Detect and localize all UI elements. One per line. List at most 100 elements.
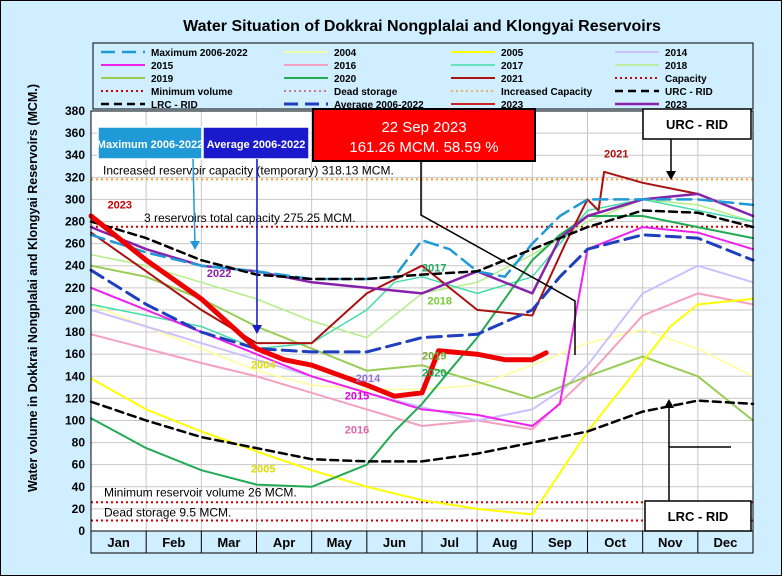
series-line — [89, 192, 755, 295]
y-tick-label: 220 — [65, 281, 85, 295]
legend-label: 2014 — [665, 48, 688, 59]
x-tick-label: Jan — [107, 535, 129, 550]
series-label: 2014 — [356, 373, 381, 385]
y-tick-label: 60 — [72, 458, 86, 472]
series-line — [89, 209, 755, 281]
series-line — [90, 297, 754, 516]
x-tick-label: Jul — [440, 535, 459, 550]
maximum-callout-pointer — [192, 158, 196, 248]
maximum-callout-arrowhead — [190, 241, 200, 250]
legend-label: Maximum 2006-2022 — [151, 48, 248, 59]
series-label: 2015 — [345, 390, 369, 402]
maximum-callout-box — [97, 126, 203, 160]
y-tick-label: 200 — [65, 303, 85, 317]
legend-label: Dead storage — [334, 87, 398, 98]
lrc-callout-arrowhead — [664, 399, 674, 408]
y-tick-label: 300 — [65, 192, 85, 206]
series-label: 2018 — [428, 295, 452, 307]
series-line — [90, 292, 754, 431]
series-lines — [88, 170, 755, 516]
y-tick-label: 80 — [72, 436, 86, 450]
y-tick-label: 320 — [65, 170, 85, 184]
current-value-pointer — [420, 161, 576, 355]
y-tick-label: 40 — [72, 480, 86, 494]
maximum-callout-label: Maximum 2006-2022 — [97, 139, 203, 151]
current-value-label: 161.26 MCM. 58.59 % — [349, 139, 498, 156]
legend: Maximum 2006-2022 2004 2005 2014 2015 2016 201… — [92, 42, 754, 111]
average-callout-box — [202, 126, 310, 160]
series-label: 2019 — [422, 351, 446, 363]
urc-callout-arrowhead — [666, 171, 676, 180]
series-label: 2021 — [604, 148, 628, 160]
y-tick-label: 140 — [65, 369, 85, 383]
axes: 0 20 40 60 80 100 120 140 160 180 200 220 240 260 280 3… — [65, 104, 754, 554]
y-tick-label: 260 — [65, 237, 85, 251]
legend-label: 2023 — [501, 100, 524, 111]
y-tick-label: 180 — [65, 325, 85, 339]
average-callout-label: Average 2006-2022 — [207, 139, 306, 151]
y-tick-label: 120 — [65, 391, 85, 405]
reference-label: Minimum reservoir volume 26 MCM. — [104, 485, 297, 499]
x-tick-label: May — [327, 535, 353, 550]
x-tick-label: Mar — [217, 535, 240, 550]
legend-label: 2020 — [334, 74, 357, 85]
series-label: 2020 — [422, 367, 446, 379]
legend-label: 2021 — [501, 74, 524, 85]
y-axis-label: Water volume in Dokkrai Nongplalai and K… — [26, 84, 40, 492]
y-tick-label: 100 — [65, 413, 85, 427]
x-tick-label: Oct — [604, 535, 626, 550]
legend-label: 2004 — [334, 48, 357, 59]
urc-callout-box — [642, 108, 752, 140]
legend-label: Average 2006-2022 — [334, 100, 424, 111]
series-line — [90, 226, 754, 427]
series-line — [90, 215, 754, 488]
series-line — [89, 399, 755, 463]
legend-label: 2017 — [501, 61, 524, 72]
legend-label: 2023 — [665, 100, 688, 111]
y-tick-label: 280 — [65, 215, 85, 229]
x-tick-label: Aug — [492, 535, 517, 550]
legend-box — [92, 42, 754, 110]
series-label: 2005 — [251, 463, 275, 475]
legend-label: 2005 — [501, 48, 524, 59]
series-label: 2022 — [207, 268, 231, 280]
legend-label: URC - RID — [665, 87, 713, 98]
series-labels: Increased reservoir capacity (temporary)… — [103, 148, 629, 519]
y-tick-label: 240 — [65, 259, 85, 273]
series-label: 2017 — [422, 262, 446, 274]
current-value-callout-box — [312, 108, 536, 162]
lrc-callout-box — [644, 500, 752, 532]
urc-callout-label: URC - RID — [666, 117, 728, 132]
reference-label: Dead storage 9.5 MCM. — [104, 506, 231, 520]
x-tick-label: Sep — [548, 535, 572, 550]
series-line — [89, 233, 755, 354]
y-tick-label: 20 — [72, 502, 86, 516]
x-tick-label: Jun — [383, 535, 406, 550]
legend-label: 2016 — [334, 61, 357, 72]
legend-label: 2018 — [665, 61, 688, 72]
x-tick-label: Feb — [162, 535, 185, 550]
current-date-label: 22 Sep 2023 — [381, 119, 466, 136]
y-tick-label: 160 — [65, 347, 85, 361]
series-line — [88, 213, 549, 399]
legend-label: 2015 — [151, 61, 174, 72]
chart-title: Water Situation of Dokkrai Nongplalai an… — [183, 18, 661, 35]
callouts: Maximum 2006-2022 Average 2006-2022 22 Sep… — [97, 108, 752, 532]
series-line — [90, 198, 754, 350]
legend-label: Minimum volume — [151, 87, 233, 98]
legend-label: Capacity — [665, 74, 707, 85]
series-label: 2004 — [251, 360, 276, 372]
y-tick-label: 0 — [78, 524, 85, 538]
legend-label: LRC - RID — [151, 100, 198, 111]
x-tick-label: Dec — [713, 535, 737, 550]
x-tick-label: Nov — [658, 535, 683, 550]
series-label: 2023 — [108, 199, 132, 211]
y-tick-label: 380 — [65, 104, 85, 118]
lrc-callout-label: LRC - RID — [668, 509, 729, 524]
average-callout-arrowhead — [252, 325, 262, 334]
reference-label: Increased reservoir capacity (temporary)… — [103, 163, 394, 177]
reference-label: 3 reservoirs total capacity 275.25 MCM. — [144, 211, 355, 225]
y-tick-label: 340 — [65, 148, 85, 162]
